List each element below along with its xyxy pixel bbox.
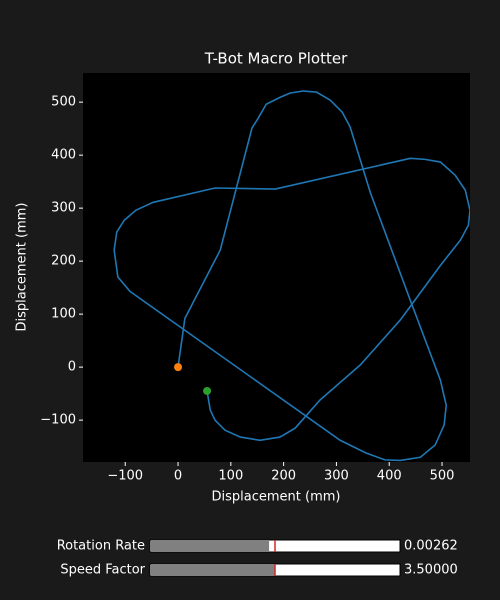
slider-value: 0.00262 (404, 539, 458, 554)
x-tick-label: 300 (324, 469, 349, 484)
line-series (113, 90, 470, 462)
x-tick-label: 0 (174, 469, 182, 484)
y-tick-label: 300 (51, 201, 76, 216)
x-axis-label: Displacement (mm) (212, 490, 341, 505)
slider-fill (150, 565, 275, 575)
x-tick-label: 400 (377, 469, 402, 484)
x-tick-label: 500 (430, 469, 455, 484)
y-tick-label: 0 (68, 360, 76, 375)
slider-fill (150, 541, 270, 551)
chart-title: T-Bot Macro Plotter (204, 50, 348, 68)
series-group (113, 90, 470, 462)
y-tick-label: −100 (40, 413, 76, 428)
y-tick-label: 200 (51, 254, 76, 269)
slider-label: Speed Factor (60, 563, 145, 578)
point (203, 386, 212, 395)
point (174, 363, 183, 372)
x-tick-label: −100 (107, 469, 143, 484)
slider-label: Rotation Rate (57, 539, 145, 554)
slider-value: 3.50000 (404, 563, 458, 578)
plot-area (83, 73, 470, 462)
x-tick-label: 200 (271, 469, 296, 484)
y-axis-label: Displacement (mm) (15, 203, 30, 332)
y-tick-label: 400 (51, 148, 76, 163)
y-tick-label: 500 (51, 95, 76, 110)
x-tick-label: 100 (218, 469, 243, 484)
y-tick-label: 100 (51, 307, 76, 322)
